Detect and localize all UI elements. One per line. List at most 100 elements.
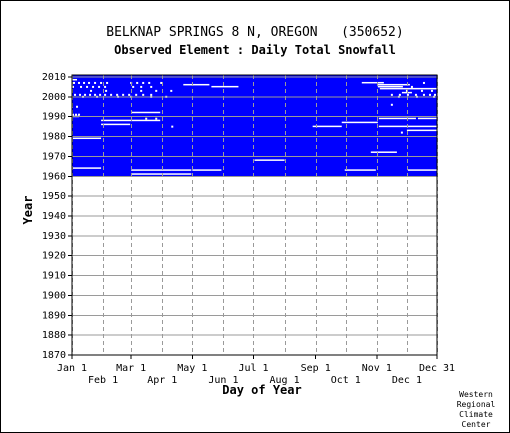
missing-segment [406,129,437,132]
missing-day [140,89,143,92]
missing-segment [401,91,412,94]
missing-day [410,85,413,88]
axes: 1870 1880 1890 1900 1910 1920 1930 1940 1950 1960… [42,72,455,386]
x-axis-title: Day of Year [222,383,301,397]
missing-segment [378,117,416,120]
missing-day [420,89,423,92]
y-tick-label: 1930 [42,231,66,242]
missing-day [86,85,89,88]
missing-day [94,93,97,96]
missing-day [170,89,173,92]
x-tick-label: Dec 31 [419,363,455,374]
missing-day [78,81,81,84]
y-tick-label: 1960 [42,171,66,182]
y-tick-label: 1920 [42,251,66,262]
missing-segment [192,169,222,171]
x-tick-label: Feb 1 [88,375,118,386]
missing-segment [72,78,78,81]
missing-day [78,113,81,116]
missing-segment [101,123,131,126]
missing-day [116,93,119,96]
missing-day [414,93,417,96]
x-tick-label: Jun 1 [208,375,238,386]
y-tick-label: 1880 [42,330,66,341]
missing-day [73,81,76,84]
missing-day [110,93,113,96]
missing-segment [370,151,397,153]
y-tick-label: 2010 [42,72,66,83]
missing-day [422,81,425,84]
missing-day [142,81,145,84]
x-tick-label: Jan 1 [57,363,87,374]
credit-line-3: Climate [459,410,493,419]
missing-day [390,93,393,96]
missing-day [92,85,95,88]
missing-day [94,81,97,84]
missing-day [128,93,131,96]
missing-segment [131,173,192,175]
x-tick-label: Jul 1 [238,363,268,374]
plot-border [71,74,438,356]
missing-day [132,85,135,88]
x-tick-label: Apr 1 [147,375,177,386]
missing-day [122,93,125,96]
y-tick-label: 1870 [42,350,66,361]
y-tick-label: 1910 [42,271,66,282]
x-tick-label: Sep 1 [301,363,331,374]
x-tick-label: Mar 1 [116,363,146,374]
y-tick-label: 1890 [42,310,66,321]
missing-segment [377,85,403,88]
missing-segment [131,169,192,171]
y-tick-label: 1990 [42,112,66,123]
y-tick-label: 1900 [42,290,66,301]
missing-segment [131,111,161,114]
x-tick-label: Oct 1 [331,375,361,386]
missing-segment [379,87,437,90]
missing-day [105,89,108,92]
y-axis-title: Year [21,196,35,225]
missing-segment [417,117,437,120]
missing-day [89,93,92,96]
missing-day [99,93,102,96]
chart-subtitle: Observed Element : Daily Total Snowfall [114,43,396,57]
missing-day [79,93,82,96]
missing-day [390,103,393,106]
x-tick-label: Nov 1 [362,363,392,374]
missing-day [72,85,75,88]
missing-day [428,93,431,96]
missing-day [405,89,408,92]
chart-title: BELKNAP SPRINGS 8 N, OREGON (350652) [106,25,404,40]
missing-day [106,81,109,84]
y-tick-label: 1940 [42,211,66,222]
missing-day [135,93,138,96]
missing-day [104,85,107,88]
missing-day [155,117,158,120]
missing-day [100,81,103,84]
y-tick-label: 2000 [42,92,66,103]
missing-segment [312,125,342,128]
missing-day [90,89,93,92]
missing-day [98,85,101,88]
missing-segment [183,83,210,86]
missing-day [155,89,158,92]
missing-segment [341,121,378,124]
missing-day [74,93,77,96]
x-tick-label: May 1 [177,363,207,374]
y-tick-label: 1980 [42,132,66,143]
missing-day [150,93,153,96]
missing-day [104,93,107,96]
y-tick-label: 1970 [42,151,66,162]
missing-day [422,93,425,96]
credit-line-4: Center [461,420,491,429]
missing-day [433,93,436,96]
missing-segment [344,169,376,171]
missing-day [160,81,163,84]
missing-segment [361,81,384,84]
missing-segment [72,137,102,140]
missing-data-layer [71,78,437,175]
missing-day [83,81,86,84]
missing-segment [377,83,410,86]
missing-day [84,93,87,96]
missing-day [150,85,153,88]
